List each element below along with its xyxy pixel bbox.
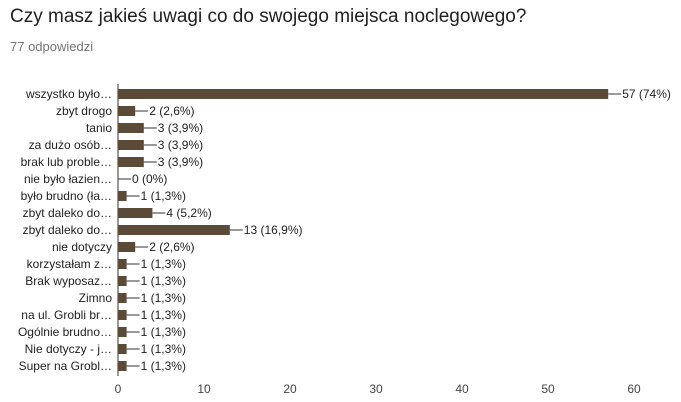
bar xyxy=(118,259,127,269)
bar xyxy=(118,191,127,201)
bar xyxy=(118,225,230,235)
category-label: Nie dotyczy - j… xyxy=(25,342,112,356)
bar xyxy=(118,276,127,286)
bar xyxy=(118,123,144,133)
x-tick-label: 20 xyxy=(283,382,297,396)
value-label: 1 (1,3%) xyxy=(141,325,186,339)
value-label: 1 (1,3%) xyxy=(141,257,186,271)
category-label: korzystałam z… xyxy=(27,257,112,271)
bar xyxy=(118,106,136,116)
category-label: Zimno xyxy=(79,291,113,305)
category-label: było brudno (ła… xyxy=(21,189,112,203)
x-tick-label: 50 xyxy=(541,382,555,396)
value-label: 2 (2,6%) xyxy=(149,240,194,254)
x-tick-label: 30 xyxy=(369,382,383,396)
value-label: 4 (5,2%) xyxy=(166,206,211,220)
value-label: 3 (3,9%) xyxy=(158,138,203,152)
value-label: 57 (74%) xyxy=(622,87,671,101)
x-tick-label: 40 xyxy=(455,382,469,396)
value-label: 1 (1,3%) xyxy=(141,308,186,322)
category-label: na ul. Grobli br… xyxy=(21,308,112,322)
bar xyxy=(118,140,144,150)
category-label: zbyt daleko do… xyxy=(23,223,112,237)
bar xyxy=(118,89,609,99)
category-label: nie było łazien… xyxy=(24,172,112,186)
x-tick-label: 10 xyxy=(197,382,211,396)
category-label: Ogólnie brudno… xyxy=(18,325,112,339)
category-label: wszystko było… xyxy=(25,87,112,101)
bar xyxy=(118,242,136,252)
bar xyxy=(118,310,127,320)
category-label: za dużo osób… xyxy=(29,138,112,152)
category-label: nie dotyczy xyxy=(52,240,112,254)
bar xyxy=(118,327,127,337)
category-label: zbyt daleko do… xyxy=(23,206,112,220)
value-label: 1 (1,3%) xyxy=(141,274,186,288)
bar xyxy=(118,208,153,218)
bar xyxy=(118,344,127,354)
value-label: 13 (16,9%) xyxy=(244,223,303,237)
category-label: brak lub proble… xyxy=(21,155,112,169)
response-count: 77 odpowiedzi xyxy=(10,39,94,54)
category-label: zbyt drogo xyxy=(56,104,112,118)
category-label: Super na Grobl… xyxy=(19,359,112,373)
value-label: 2 (2,6%) xyxy=(149,104,194,118)
value-label: 3 (3,9%) xyxy=(158,155,203,169)
value-label: 1 (1,3%) xyxy=(141,291,186,305)
chart-title: Czy masz jakieś uwagi co do swojego miej… xyxy=(10,6,527,27)
value-label: 3 (3,9%) xyxy=(158,121,203,135)
bar xyxy=(118,361,127,371)
bar xyxy=(118,157,144,167)
value-label: 0 (0%) xyxy=(132,172,167,186)
x-tick-label: 60 xyxy=(627,382,641,396)
category-label: tanio xyxy=(86,121,112,135)
value-label: 1 (1,3%) xyxy=(141,342,186,356)
bar xyxy=(118,293,127,303)
value-label: 1 (1,3%) xyxy=(141,359,186,373)
category-label: Brak wyposaz… xyxy=(25,274,112,288)
x-tick-label: 0 xyxy=(115,382,122,396)
value-label: 1 (1,3%) xyxy=(141,189,186,203)
